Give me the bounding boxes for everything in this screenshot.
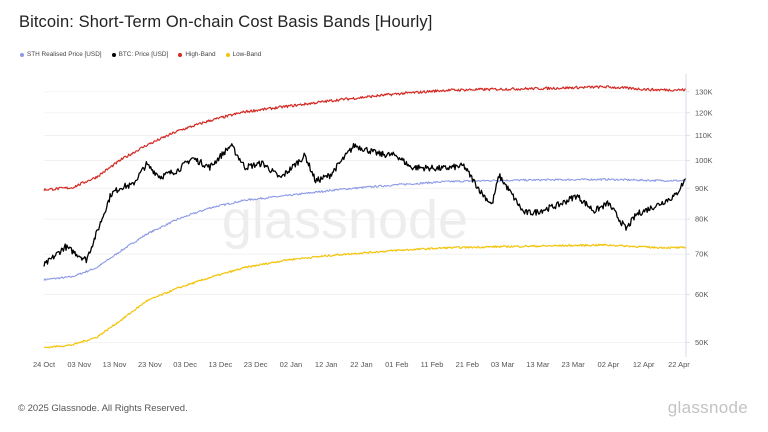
x-tick-label: 03 Nov (67, 360, 91, 369)
legend-item-high[interactable]: High-Band (178, 51, 216, 58)
legend-swatch-high (178, 52, 183, 57)
x-tick-label: 11 Feb (421, 360, 444, 369)
x-tick-label: 21 Feb (456, 360, 479, 369)
series-line-sth (43, 177, 687, 281)
x-tick-label: 13 Nov (103, 360, 127, 369)
x-tick-label: 12 Jan (315, 360, 338, 369)
legend-label-btc: BTC: Price [USD] (118, 51, 169, 58)
y-tick-label: 120K (695, 108, 713, 117)
legend-item-sth[interactable]: STH Realised Price [USD] (20, 51, 102, 58)
y-tick-label: 50K (695, 338, 708, 347)
y-tick-label: 70K (695, 250, 708, 259)
grid-layer (44, 91, 686, 343)
copyright-notice: © 2025 Glassnode. All Rights Reserved. (18, 403, 188, 414)
series-line-btc (43, 142, 687, 267)
y-tick-label: 100K (695, 156, 713, 165)
legend-swatch-btc (111, 52, 116, 57)
legend-item-btc[interactable]: BTC: Price [USD] (111, 51, 169, 58)
y-tick-label: 90K (695, 184, 708, 193)
chart-watermark: glassnode (222, 190, 468, 250)
brand-logo: glassnode (667, 398, 748, 417)
legend-label-sth: STH Realised Price [USD] (27, 51, 102, 58)
x-tick-label: 13 Mar (526, 360, 550, 369)
y-tick-label: 80K (695, 215, 708, 224)
legend-label-low: Low-Band (232, 51, 262, 58)
x-tick-label: 03 Mar (491, 360, 515, 369)
x-tick-label: 02 Jan (280, 360, 303, 369)
x-tick-label: 24 Oct (33, 360, 56, 369)
x-tick-label: 01 Feb (385, 360, 408, 369)
series-line-low (43, 243, 687, 349)
y-tick-label: 60K (695, 290, 708, 299)
legend-swatch-sth (20, 52, 24, 57)
x-tick-label: 02 Apr (598, 360, 620, 369)
legend-label-high: High-Band (185, 51, 216, 58)
x-tick-label: 13 Dec (208, 360, 232, 369)
x-tick-label: 22 Jan (350, 360, 373, 369)
x-tick-label: 23 Nov (138, 360, 162, 369)
x-tick-label: 03 Dec (173, 360, 197, 369)
legend-swatch-low (225, 52, 230, 57)
x-tick-label: 23 Mar (561, 360, 585, 369)
axis-layer: 50K 60K 70K 80K 90K 100K 110K 120K 130K 24 Oct 03 … (33, 74, 713, 369)
chart-legend: STH Realised Price [USD] BTC: Price [USD… (20, 51, 261, 58)
x-tick-label: 23 Dec (244, 360, 268, 369)
series-layer (43, 85, 687, 349)
x-tick-label: 12 Apr (633, 360, 655, 369)
legend-item-low[interactable]: Low-Band (225, 51, 262, 58)
chart-title: Bitcoin: Short-Term On-chain Cost Basis … (19, 13, 433, 31)
y-tick-label: 110K (695, 131, 712, 140)
series-line-high (43, 85, 687, 192)
x-tick-label: 22 Apr (668, 360, 690, 369)
y-tick-label: 130K (695, 87, 713, 96)
